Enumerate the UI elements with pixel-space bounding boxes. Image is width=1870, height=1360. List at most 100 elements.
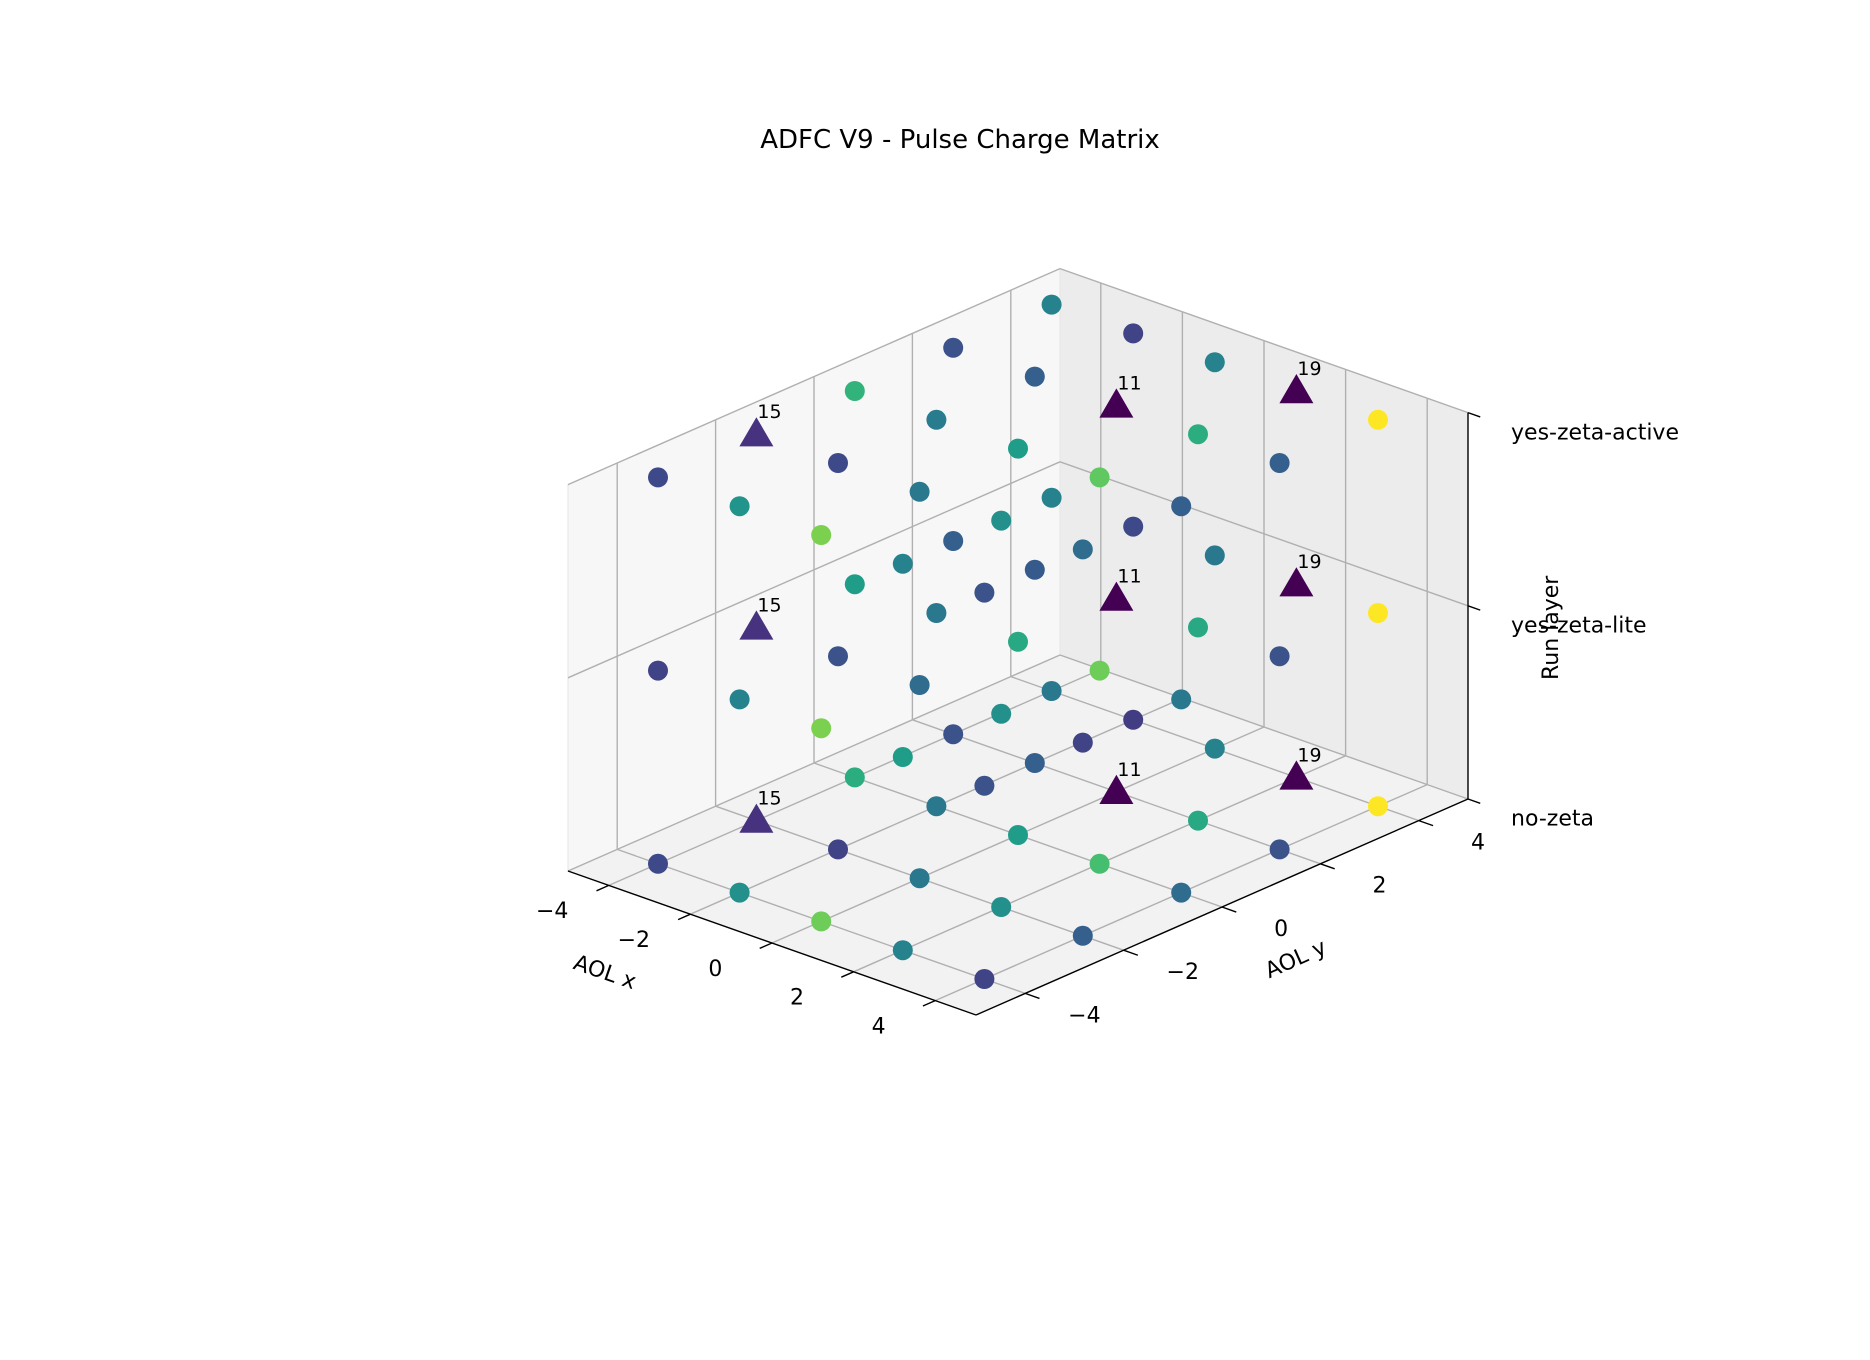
x-tick-label: −4: [536, 899, 568, 924]
z-gridline-left: [567, 654, 1061, 872]
data-point: [1204, 545, 1225, 566]
data-point: [1123, 516, 1144, 537]
data-point: [811, 911, 832, 932]
triangle-annotation: 19: [1297, 358, 1321, 380]
data-point: [991, 703, 1012, 724]
x-tick: [922, 999, 936, 1007]
chart-title: ADFC V9 - Pulse Charge Matrix: [760, 125, 1160, 155]
data-point: [892, 553, 913, 574]
data-point: [1269, 453, 1290, 473]
data-point: [926, 409, 947, 430]
data-point: [1041, 487, 1062, 508]
triangle-annotation: 11: [1117, 566, 1141, 588]
data-point: [909, 675, 930, 695]
data-point: [909, 481, 930, 502]
data-point: [1072, 732, 1093, 753]
triangle-marker: [1099, 388, 1134, 418]
x-tick-label: −2: [618, 928, 650, 953]
data-point: [1368, 409, 1388, 430]
data-point: [943, 531, 964, 551]
data-point: [648, 853, 668, 874]
data-point: [844, 574, 865, 595]
z-gridline-back: [1059, 461, 1469, 607]
data-point: [1089, 467, 1110, 488]
y-tick-label: −2: [1167, 960, 1199, 985]
z-tick: [1467, 411, 1481, 418]
data-point: [1072, 925, 1093, 946]
y-tick: [1123, 949, 1139, 956]
y-tick-label: 0: [1274, 917, 1288, 942]
z-tick-label: no-zeta: [1511, 807, 1594, 832]
triangle-annotation: 15: [757, 788, 781, 810]
x-tick-label: 4: [872, 1014, 886, 1039]
data-point: [729, 689, 750, 710]
z-tick: [1467, 798, 1481, 804]
triangle-marker: [1279, 374, 1314, 404]
triangle-marker: [1099, 774, 1134, 804]
y-tick-label: 2: [1373, 874, 1387, 899]
y-tick: [1418, 819, 1434, 827]
triangle-marker: [1279, 567, 1314, 597]
data-point: [729, 882, 750, 903]
y-tick: [1320, 863, 1335, 870]
data-point: [1041, 681, 1062, 701]
y-tick-label: 4: [1471, 830, 1485, 855]
data-point: [1123, 323, 1144, 344]
data-point: [648, 467, 668, 488]
data-point: [926, 603, 947, 623]
y-axis-label: AOL y: [1261, 935, 1330, 984]
triangle-annotation: 11: [1117, 759, 1141, 781]
triangle-marker: [1099, 581, 1134, 611]
data-point: [844, 381, 865, 401]
data-point: [1368, 603, 1388, 623]
z-axis-label: Run layer: [1539, 575, 1564, 680]
triangle-annotation: 15: [757, 594, 781, 616]
triangle-annotation: 19: [1297, 744, 1321, 766]
data-point: [811, 718, 832, 739]
triangle-annotation: 11: [1117, 372, 1141, 394]
z-tick-label: yes-zeta-active: [1511, 420, 1679, 445]
data-point: [974, 582, 995, 603]
data-point: [1188, 810, 1208, 831]
data-point: [1089, 660, 1110, 681]
data-point: [1024, 559, 1045, 580]
data-point: [1041, 294, 1062, 315]
data-point: [892, 940, 913, 961]
data-point: [909, 868, 930, 889]
z-gridline-left: [567, 461, 1061, 679]
data-point: [991, 897, 1012, 917]
x-tick: [759, 942, 773, 950]
z-tick: [1467, 605, 1481, 611]
data-point: [892, 747, 913, 767]
x-tick: [841, 971, 854, 978]
data-point: [1024, 753, 1045, 773]
data-point: [648, 660, 668, 681]
data-point: [828, 839, 848, 860]
x-axis-label: AOL x: [570, 950, 639, 995]
data-point: [1204, 352, 1225, 373]
z-gridline-back: [1059, 654, 1469, 800]
triangle-marker: [1279, 760, 1314, 790]
z-gridline-back: [1059, 267, 1469, 414]
data-point: [1269, 839, 1290, 860]
data-point: [1008, 438, 1028, 459]
x-tick: [677, 913, 691, 921]
data-point: [729, 496, 750, 517]
data-point: [974, 775, 995, 796]
data-point: [1008, 825, 1028, 845]
data-point: [1123, 709, 1144, 730]
y-tick: [1024, 992, 1040, 1000]
x-tick: [596, 884, 610, 892]
data-point: [1204, 738, 1225, 759]
triangle-marker: [739, 417, 774, 447]
triangle-annotation: 19: [1297, 551, 1321, 573]
z-tick-label: yes-zeta-lite: [1511, 614, 1646, 639]
data-point: [811, 525, 832, 545]
triangle-marker: [739, 610, 774, 640]
data-point: [828, 646, 848, 667]
data-point: [943, 337, 964, 358]
data-point: [1269, 646, 1290, 667]
data-point: [1171, 496, 1192, 517]
triangle-annotation: 15: [757, 401, 781, 423]
